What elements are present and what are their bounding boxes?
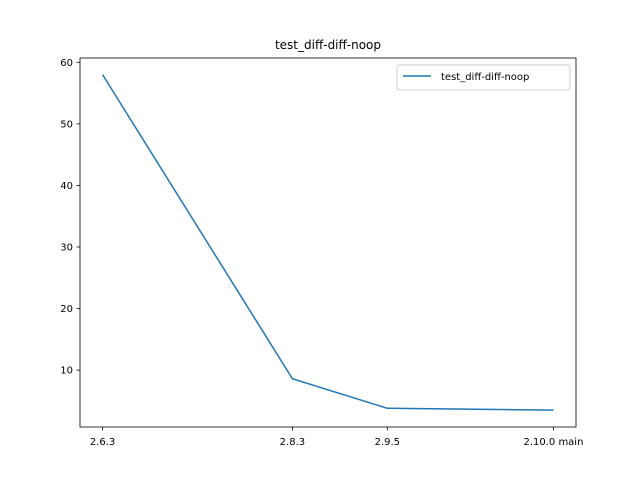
- x-tick-label: 2.10.0 main: [523, 437, 583, 448]
- y-tick-label: 20: [60, 304, 73, 315]
- plot-area: 10 20 30 40 50 60 2.6.3 2.8.3 2.9.5 2.10.0 main: [60, 57, 583, 448]
- y-tick-label: 30: [60, 242, 73, 253]
- x-tick-label: 2.8.3: [280, 437, 305, 448]
- chart-title: test_diff-diff-noop: [275, 38, 381, 52]
- axes-frame: [79, 57, 577, 428]
- x-tick-label: 2.6.3: [90, 437, 115, 448]
- legend: test_diff-diff-noop: [396, 64, 571, 91]
- legend-box: [396, 64, 571, 91]
- y-tick-label: 60: [60, 58, 73, 69]
- y-tick-label: 40: [60, 181, 73, 192]
- series-line-0: [101, 74, 554, 411]
- x-tick-label: 2.9.5: [375, 437, 400, 448]
- legend-label: test_diff-diff-noop: [441, 72, 529, 83]
- y-tick-label: 10: [60, 366, 73, 377]
- y-tick-label: 50: [60, 119, 73, 130]
